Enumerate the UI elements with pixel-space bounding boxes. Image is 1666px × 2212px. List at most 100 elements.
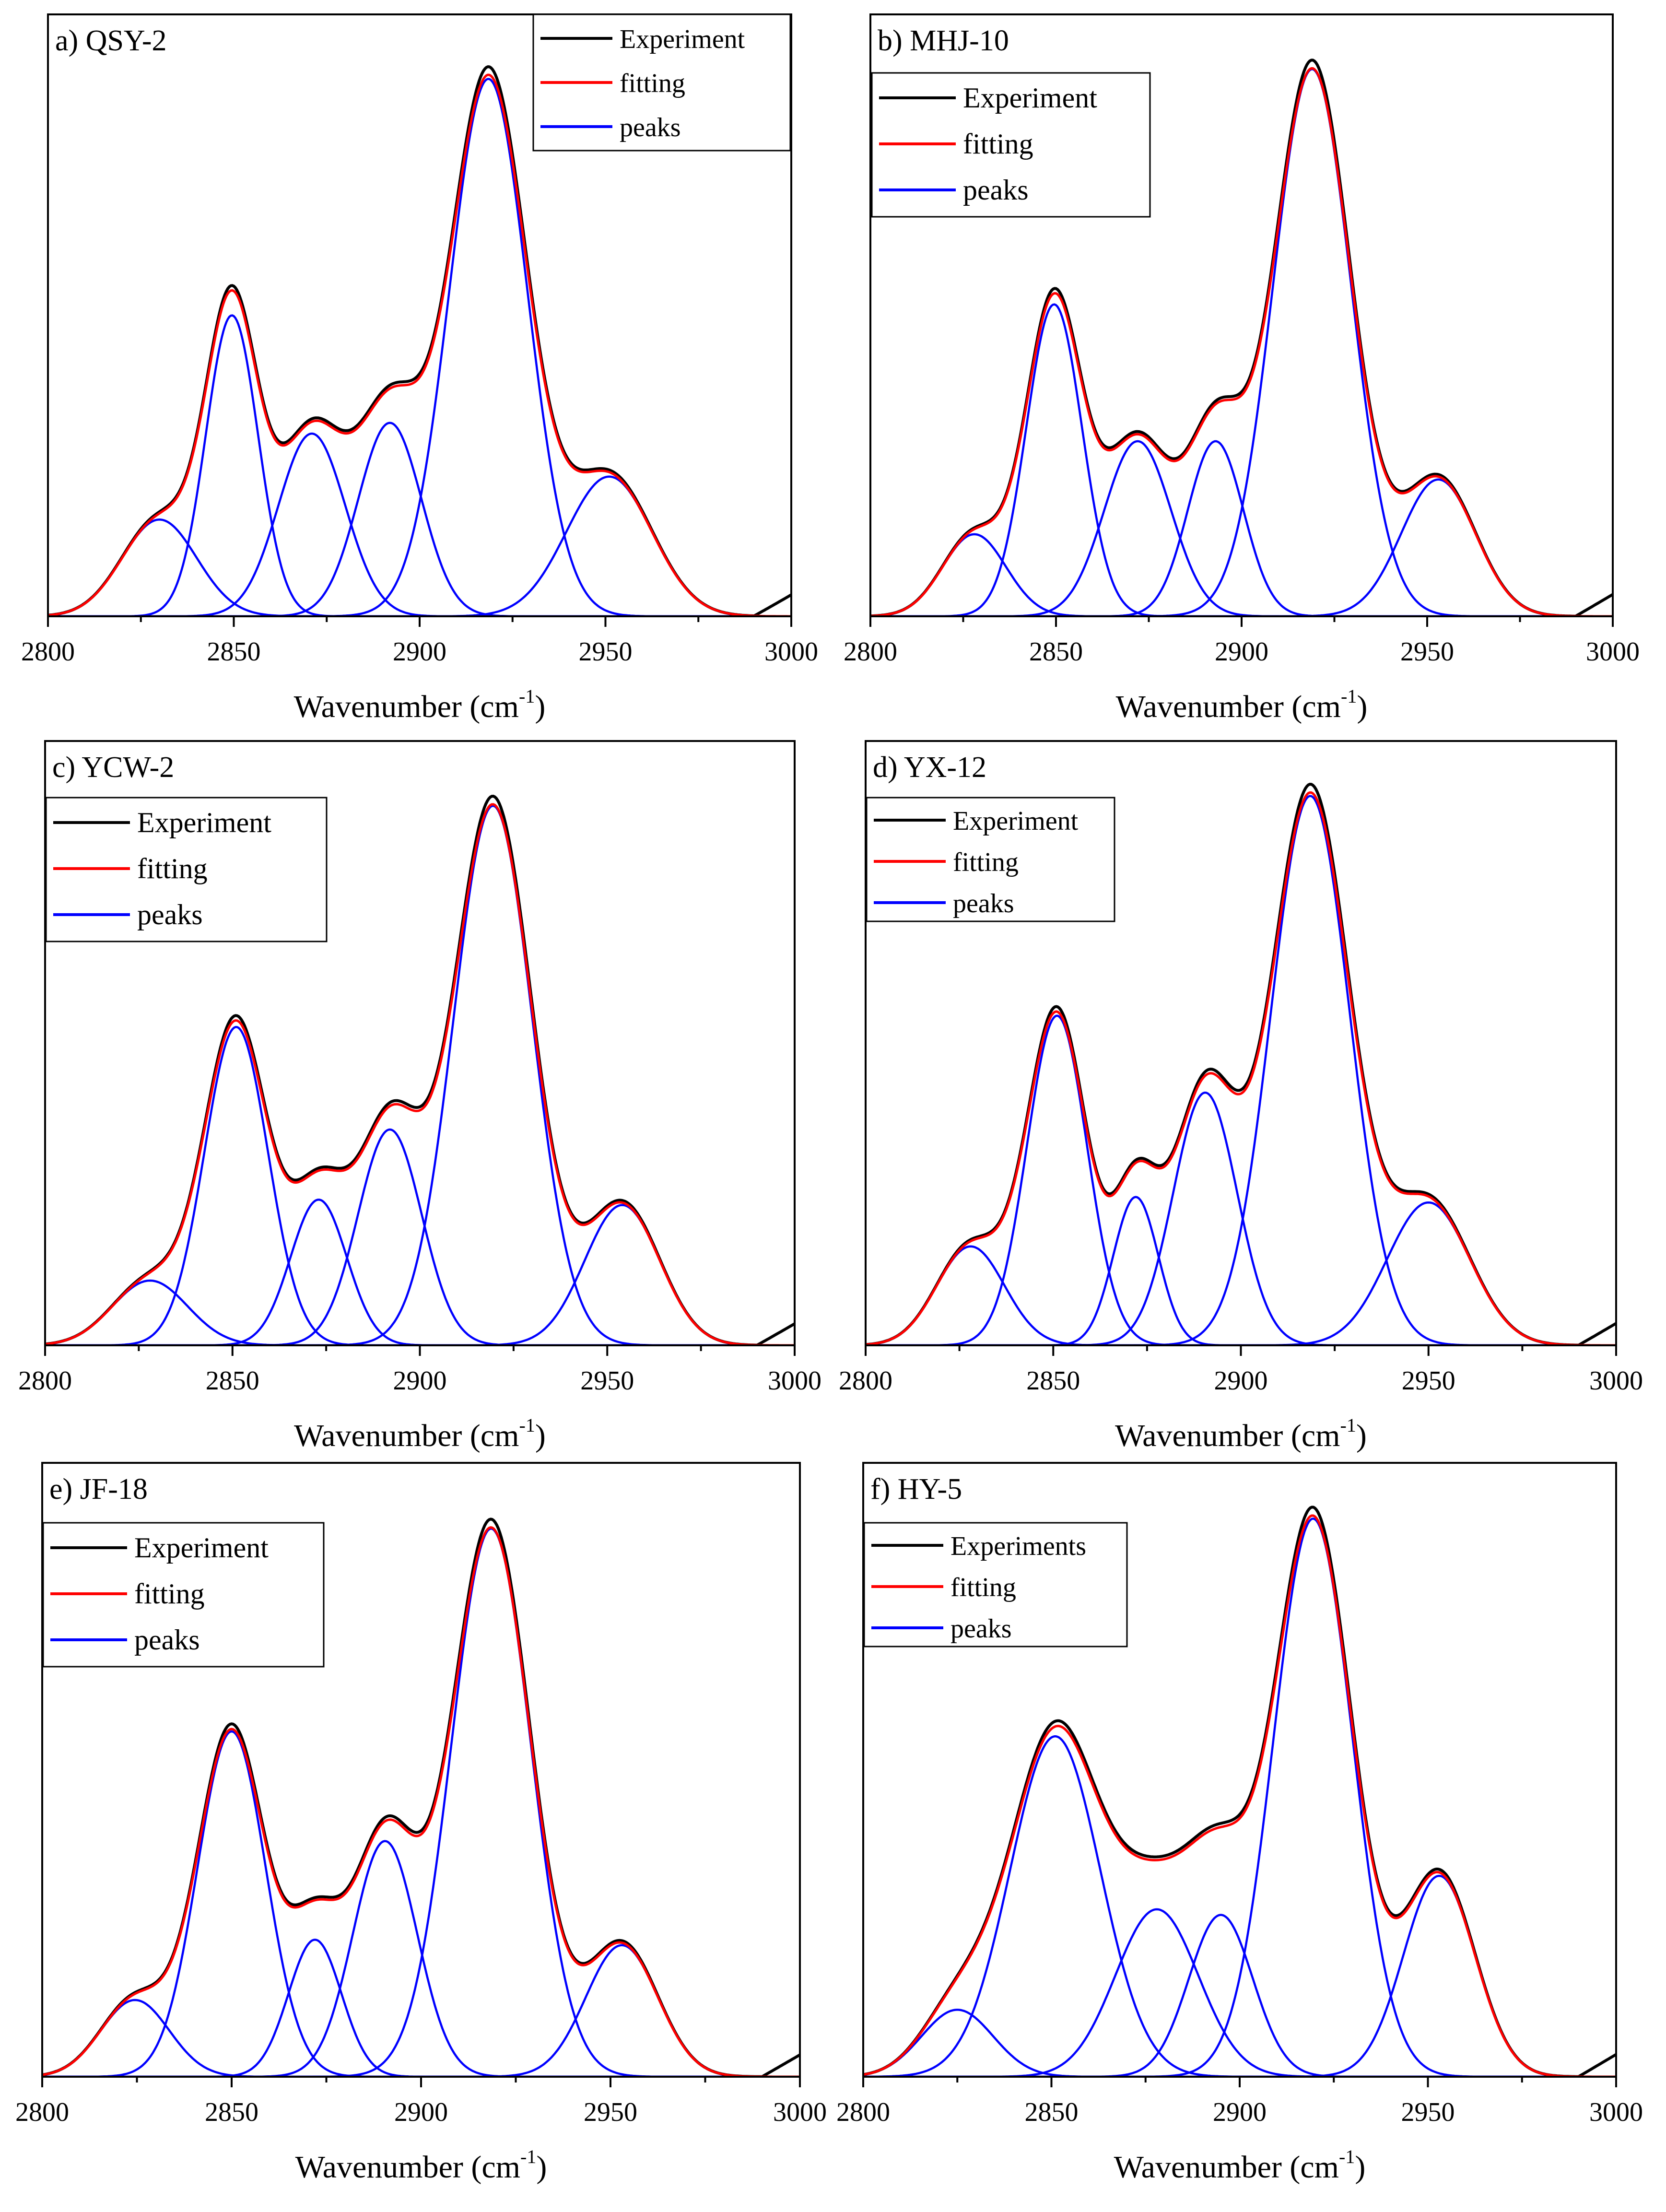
x-axis-label-main: Wavenumber (cm bbox=[294, 1418, 519, 1453]
legend-label-1: Experiment bbox=[134, 1532, 269, 1564]
x-tick-label: 2850 bbox=[206, 1366, 259, 1396]
peak-curve-4 bbox=[866, 1091, 1616, 1345]
x-tick-label: 2900 bbox=[393, 1366, 447, 1396]
panel-title: f) HY-5 bbox=[870, 1473, 962, 1506]
x-tick-label: 2900 bbox=[393, 637, 446, 667]
x-tick-label: 2950 bbox=[580, 1366, 634, 1396]
panel-a: 2800 2850 2900 2950 3000 a) QSY-2 Wavenumber (… bbox=[21, 13, 818, 724]
peak-curve-2 bbox=[48, 314, 791, 616]
x-tick-label: 2800 bbox=[15, 2097, 69, 2127]
panel-e: 2800 2850 2900 2950 3000 e) JF-18 Wavenumber (… bbox=[15, 1462, 827, 2185]
x-axis-label-close: ) bbox=[1357, 689, 1367, 724]
x-axis-label-close: ) bbox=[535, 689, 545, 724]
peak-curve-3 bbox=[870, 440, 1613, 616]
x-axis-label: Wavenumber (cm-1) bbox=[294, 1414, 546, 1453]
x-tick-label: 2900 bbox=[1214, 1366, 1268, 1396]
fitting-curve bbox=[866, 791, 1616, 1345]
peak-curve-2 bbox=[870, 303, 1613, 616]
legend: Experiment fitting peaks bbox=[532, 13, 791, 152]
x-tick-label: 2800 bbox=[18, 1366, 72, 1396]
x-axis-label-sup: -1 bbox=[519, 1414, 535, 1436]
peak-curve-5 bbox=[42, 1527, 800, 2077]
x-tick-label: 3000 bbox=[1589, 1366, 1643, 1396]
panel-title: c) YCW-2 bbox=[52, 751, 174, 784]
peak-curve-1 bbox=[45, 1279, 795, 1345]
x-axis-label: Wavenumber (cm-1) bbox=[1115, 1414, 1367, 1453]
legend-label-1: Experiment bbox=[620, 24, 745, 54]
x-tick-label: 2900 bbox=[1215, 637, 1268, 667]
legend-box bbox=[866, 797, 1115, 922]
legend-label-2: fitting bbox=[134, 1578, 205, 1610]
x-tick-label: 2950 bbox=[1402, 1366, 1455, 1396]
peak-curve-4 bbox=[45, 1128, 795, 1345]
peak-curve-1 bbox=[870, 533, 1613, 616]
x-axis-label-close: ) bbox=[1356, 1418, 1367, 1453]
x-tick-label: 2850 bbox=[207, 637, 261, 667]
peak-curve-4 bbox=[48, 422, 791, 616]
x-tick-label: 3000 bbox=[773, 2097, 827, 2127]
fitting-curve bbox=[45, 803, 795, 1345]
legend-label-1: Experiment bbox=[953, 806, 1079, 836]
x-axis-label-close: ) bbox=[536, 2150, 547, 2185]
peak-curve-1 bbox=[863, 2009, 1616, 2077]
x-axis-label-sup: -1 bbox=[1340, 1414, 1356, 1436]
peak-curve-4 bbox=[863, 1914, 1616, 2077]
x-axis-label-main: Wavenumber (cm bbox=[1116, 689, 1341, 724]
x-axis-label-main: Wavenumber (cm bbox=[294, 689, 519, 724]
x-tick-label: 2800 bbox=[839, 1366, 892, 1396]
peak-curve-5 bbox=[48, 78, 791, 616]
peak-curve-2 bbox=[42, 1730, 800, 2077]
legend-label-3: peaks bbox=[134, 1624, 200, 1656]
peak-curve-1 bbox=[42, 1999, 800, 2077]
x-tick-label: 2850 bbox=[205, 2097, 258, 2127]
x-tick-label: 2950 bbox=[584, 2097, 637, 2127]
plot-area bbox=[866, 783, 1616, 1345]
panel-c: 2800 2850 2900 2950 3000 c) YCW-2 Wavenumber (… bbox=[18, 740, 821, 1453]
x-tick-label: 2950 bbox=[1400, 637, 1454, 667]
peak-curve-3 bbox=[863, 1908, 1616, 2077]
legend-label-2: fitting bbox=[620, 69, 685, 98]
x-axis-label-sup: -1 bbox=[519, 685, 535, 707]
peak-curve-3 bbox=[48, 432, 791, 616]
fitting-curve bbox=[863, 1514, 1616, 2077]
x-tick-label: 2800 bbox=[844, 637, 897, 667]
peak-curve-1 bbox=[866, 1245, 1616, 1345]
legend-label-3: peaks bbox=[963, 174, 1029, 206]
x-tick-label: 3000 bbox=[768, 1366, 821, 1396]
legend-label-1: Experiment bbox=[963, 82, 1097, 114]
peak-curve-2 bbox=[866, 1014, 1616, 1345]
peak-curve-2 bbox=[45, 1026, 795, 1345]
x-tick-label: 2800 bbox=[836, 2097, 890, 2127]
legend-label-3: peaks bbox=[953, 889, 1014, 918]
legend-label-1: Experiment bbox=[137, 807, 271, 838]
x-tick-label: 2900 bbox=[1213, 2097, 1267, 2127]
x-axis-label: Wavenumber (cm-1) bbox=[1114, 2146, 1366, 2185]
x-axis-label-close: ) bbox=[535, 1418, 546, 1453]
legend: Experiments fitting peaks bbox=[863, 1522, 1128, 1647]
legend: Experiment fitting peaks bbox=[866, 797, 1115, 922]
x-tick-label: 2900 bbox=[394, 2097, 448, 2127]
legend-label-2: fitting bbox=[953, 847, 1019, 877]
peak-curve-1 bbox=[48, 518, 791, 616]
panel-f: 2800 2850 2900 2950 3000 f) HY-5 Wavenumber (c… bbox=[836, 1462, 1643, 2185]
x-tick-label: 2850 bbox=[1026, 1366, 1080, 1396]
panel-d: 2800 2850 2900 2950 3000 d) YX-12 Wavenumber (… bbox=[839, 740, 1643, 1453]
x-tick-label: 2800 bbox=[21, 637, 75, 667]
legend: Experiment fitting peaks bbox=[871, 72, 1151, 218]
legend-label-2: fitting bbox=[137, 853, 208, 884]
x-axis-label-sup: -1 bbox=[1341, 685, 1357, 707]
x-tick-label: 2950 bbox=[1401, 2097, 1455, 2127]
x-axis-label: Wavenumber (cm-1) bbox=[1116, 685, 1368, 724]
fitting-curve bbox=[870, 67, 1613, 616]
peak-curve-3 bbox=[866, 1196, 1616, 1345]
x-axis-label-main: Wavenumber (cm bbox=[295, 2150, 520, 2185]
fitting-curve bbox=[42, 1526, 800, 2077]
x-axis-label-close: ) bbox=[1355, 2150, 1365, 2185]
peak-curve-4 bbox=[870, 440, 1613, 616]
panel-title: d) YX-12 bbox=[873, 751, 986, 784]
legend-label-3: peaks bbox=[950, 1614, 1012, 1644]
x-tick-label: 2850 bbox=[1025, 2097, 1079, 2127]
x-tick-label: 2950 bbox=[579, 637, 633, 667]
legend-box bbox=[863, 1522, 1128, 1647]
